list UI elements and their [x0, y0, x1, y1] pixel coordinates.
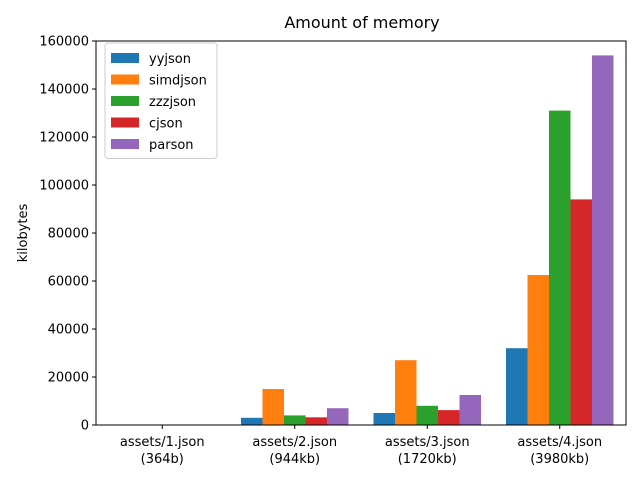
x-tick-label: assets/1.json	[120, 435, 205, 450]
bar-parson-4	[592, 55, 614, 426]
bar-yyjson-2	[241, 417, 263, 425]
bar-cjson-3	[438, 410, 460, 425]
legend-label-parson: parson	[149, 138, 194, 153]
y-tick-label: 100000	[39, 179, 89, 194]
y-axis-label: kilobytes	[16, 204, 31, 263]
legend-label-yyjson: yyjson	[149, 52, 191, 67]
bar-parson-2	[327, 408, 349, 425]
bar-parson-3	[459, 395, 481, 425]
y-tick-label: 160000	[39, 35, 89, 50]
bar-simdjson-2	[262, 389, 284, 425]
y-tick-label: 120000	[39, 131, 89, 146]
legend-label-zzzjson: zzzjson	[149, 95, 196, 110]
y-tick-label: 20000	[48, 371, 89, 386]
y-tick-label: 60000	[48, 275, 89, 290]
x-tick-label: (1720kb)	[398, 452, 457, 467]
bar-yyjson-4	[506, 348, 528, 425]
y-tick-label: 0	[81, 419, 89, 434]
x-tick-label: (944kb)	[269, 452, 320, 467]
legend-swatch-parson	[111, 139, 139, 149]
bar-cjson-4	[570, 199, 592, 425]
bar-zzzjson-2	[284, 415, 306, 425]
x-tick-label: assets/4.json	[517, 435, 602, 450]
y-tick-label: 40000	[48, 323, 89, 338]
legend-swatch-simdjson	[111, 74, 139, 85]
legend-swatch-cjson	[111, 117, 139, 128]
legend-box	[104, 42, 218, 159]
x-tick-label: (364b)	[141, 452, 184, 467]
legend: yyjson simdjson zzzjson cjson parson	[104, 42, 218, 159]
legend-swatch-zzzjson	[111, 96, 139, 106]
bar-yyjson-3	[373, 413, 395, 425]
chart-title: Amount of memory	[284, 13, 439, 32]
bar-zzzjson-3	[416, 405, 438, 425]
y-tick-label: 140000	[39, 83, 89, 98]
x-tick-label: (3980kb)	[530, 452, 589, 467]
x-tick-label: assets/3.json	[385, 435, 470, 450]
bar-zzzjson-4	[549, 110, 571, 425]
bar-simdjson-3	[395, 360, 417, 425]
y-tick-label: 80000	[48, 227, 89, 242]
legend-label-simdjson: simdjson	[149, 74, 207, 89]
legend-label-cjson: cjson	[149, 117, 183, 132]
plot-area: 0 20000 40000 60000 80000 100000 120000 140000 1…	[39, 35, 627, 467]
bar-cjson-2	[305, 417, 327, 425]
x-tick-label: assets/2.json	[252, 435, 337, 450]
bar-simdjson-4	[527, 275, 549, 425]
legend-swatch-yyjson	[111, 53, 139, 63]
